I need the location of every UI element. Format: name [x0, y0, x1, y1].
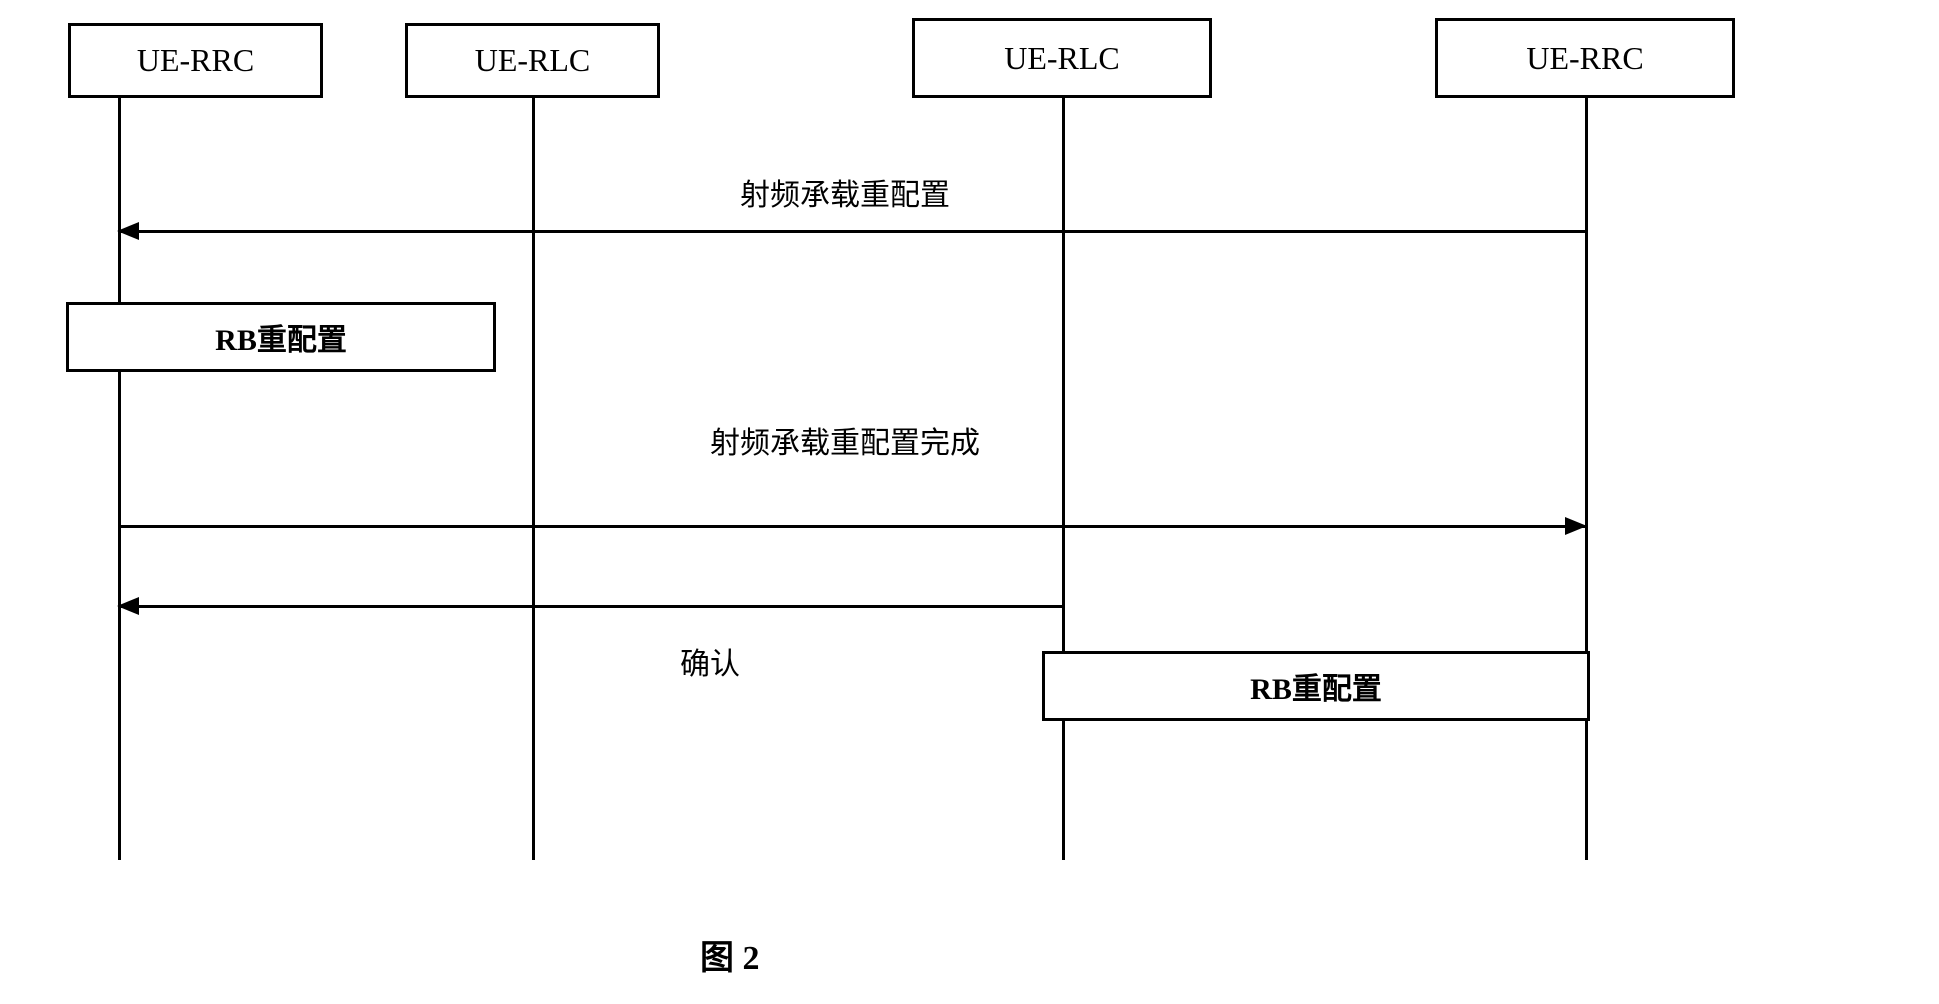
lifeline-3: [1062, 98, 1065, 860]
arrowhead-left-icon: [117, 222, 139, 240]
activation-label: RB重配置: [215, 315, 347, 359]
message-arrow-3: [118, 605, 1062, 608]
message-arrow-2: [118, 525, 1585, 528]
participant-label: UE-RLC: [475, 42, 591, 79]
message-label-1: 射频承载重配置: [740, 170, 950, 214]
arrowhead-right-icon: [1565, 517, 1587, 535]
sequence-diagram: UE-RRC UE-RLC UE-RLC UE-RRC 射频承载重配置 RB重配…: [0, 0, 1939, 1004]
activation-rb-reconfig-left: RB重配置: [66, 302, 496, 372]
lifeline-1: [118, 98, 121, 860]
participant-ue-rlc-right: UE-RLC: [912, 18, 1212, 98]
activation-rb-reconfig-right: RB重配置: [1042, 651, 1590, 721]
lifeline-2: [532, 98, 535, 860]
lifeline-4: [1585, 98, 1588, 860]
activation-label: RB重配置: [1250, 664, 1382, 708]
participant-label: UE-RLC: [1004, 40, 1120, 77]
message-label-3: 确认: [680, 639, 740, 683]
participant-label: UE-RRC: [137, 42, 254, 79]
participant-ue-rrc-right: UE-RRC: [1435, 18, 1735, 98]
message-arrow-1: [118, 230, 1585, 233]
figure-caption: 图 2: [700, 930, 760, 979]
message-label-2: 射频承载重配置完成: [710, 418, 980, 462]
participant-ue-rrc-left: UE-RRC: [68, 23, 323, 98]
participant-ue-rlc-left: UE-RLC: [405, 23, 660, 98]
arrowhead-left-icon: [117, 597, 139, 615]
participant-label: UE-RRC: [1526, 40, 1643, 77]
